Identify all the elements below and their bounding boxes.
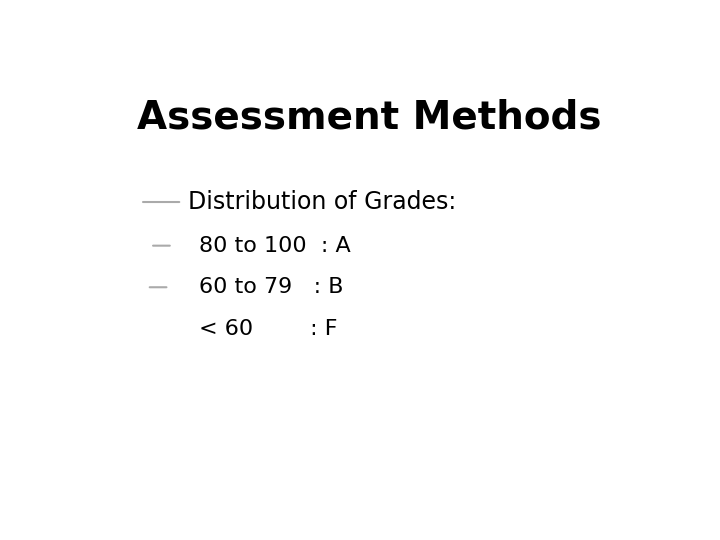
- Text: Assessment Methods: Assessment Methods: [137, 98, 601, 136]
- Text: 80 to 100  : A: 80 to 100 : A: [199, 235, 351, 255]
- Text: < 60        : F: < 60 : F: [199, 319, 337, 339]
- Text: Distribution of Grades:: Distribution of Grades:: [188, 190, 456, 214]
- Text: 60 to 79   : B: 60 to 79 : B: [199, 277, 343, 297]
